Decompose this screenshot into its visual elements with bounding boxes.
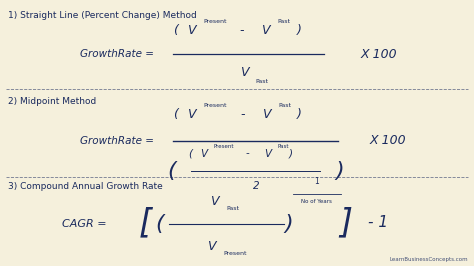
Text: Present: Present [214, 144, 235, 149]
Text: V: V [240, 66, 248, 80]
Text: 1) Straight Line (Percent Change) Method: 1) Straight Line (Percent Change) Method [9, 11, 197, 20]
Text: (: ( [188, 148, 192, 159]
Text: Past: Past [278, 103, 292, 108]
Text: 3) Compound Annual Growth Rate: 3) Compound Annual Growth Rate [9, 182, 163, 192]
Text: 2: 2 [253, 181, 259, 191]
Text: Past: Past [277, 144, 289, 149]
Text: Past: Past [227, 206, 240, 211]
Text: V: V [187, 108, 196, 121]
Text: LearnBusinessConcepts.com: LearnBusinessConcepts.com [389, 257, 468, 262]
Text: X 100: X 100 [360, 48, 397, 61]
Text: Past: Past [277, 19, 290, 24]
Text: 1: 1 [314, 177, 319, 186]
Text: (: ( [168, 161, 176, 181]
Text: V: V [207, 240, 216, 253]
Text: ]: ] [339, 206, 352, 239]
Text: V: V [187, 24, 196, 37]
Text: V: V [264, 148, 271, 159]
Text: No of Years: No of Years [301, 199, 332, 204]
Text: Present: Present [224, 251, 247, 256]
Text: ): ) [284, 214, 293, 234]
Text: (: ( [173, 24, 178, 37]
Text: Past: Past [256, 79, 269, 84]
Text: (: ( [173, 108, 178, 121]
Text: - 1: - 1 [368, 215, 388, 230]
Text: GrowthRate =: GrowthRate = [80, 136, 154, 146]
Text: X 100: X 100 [369, 134, 406, 147]
Text: [: [ [138, 206, 152, 239]
Text: Present: Present [203, 103, 227, 108]
Text: CAGR =: CAGR = [62, 219, 106, 229]
Text: -: - [241, 108, 246, 121]
Text: (: ( [155, 214, 164, 234]
Text: GrowthRate =: GrowthRate = [80, 49, 154, 59]
Text: ): ) [297, 24, 302, 37]
Text: ): ) [336, 161, 344, 181]
Text: V: V [261, 24, 270, 37]
Text: -: - [246, 148, 250, 159]
Text: V: V [210, 195, 219, 208]
Text: -: - [239, 24, 244, 37]
Text: ): ) [288, 148, 292, 159]
Text: 2) Midpoint Method: 2) Midpoint Method [9, 97, 97, 106]
Text: Present: Present [203, 19, 227, 24]
Text: ): ) [297, 108, 302, 121]
Text: V: V [201, 148, 208, 159]
Text: V: V [263, 108, 271, 121]
